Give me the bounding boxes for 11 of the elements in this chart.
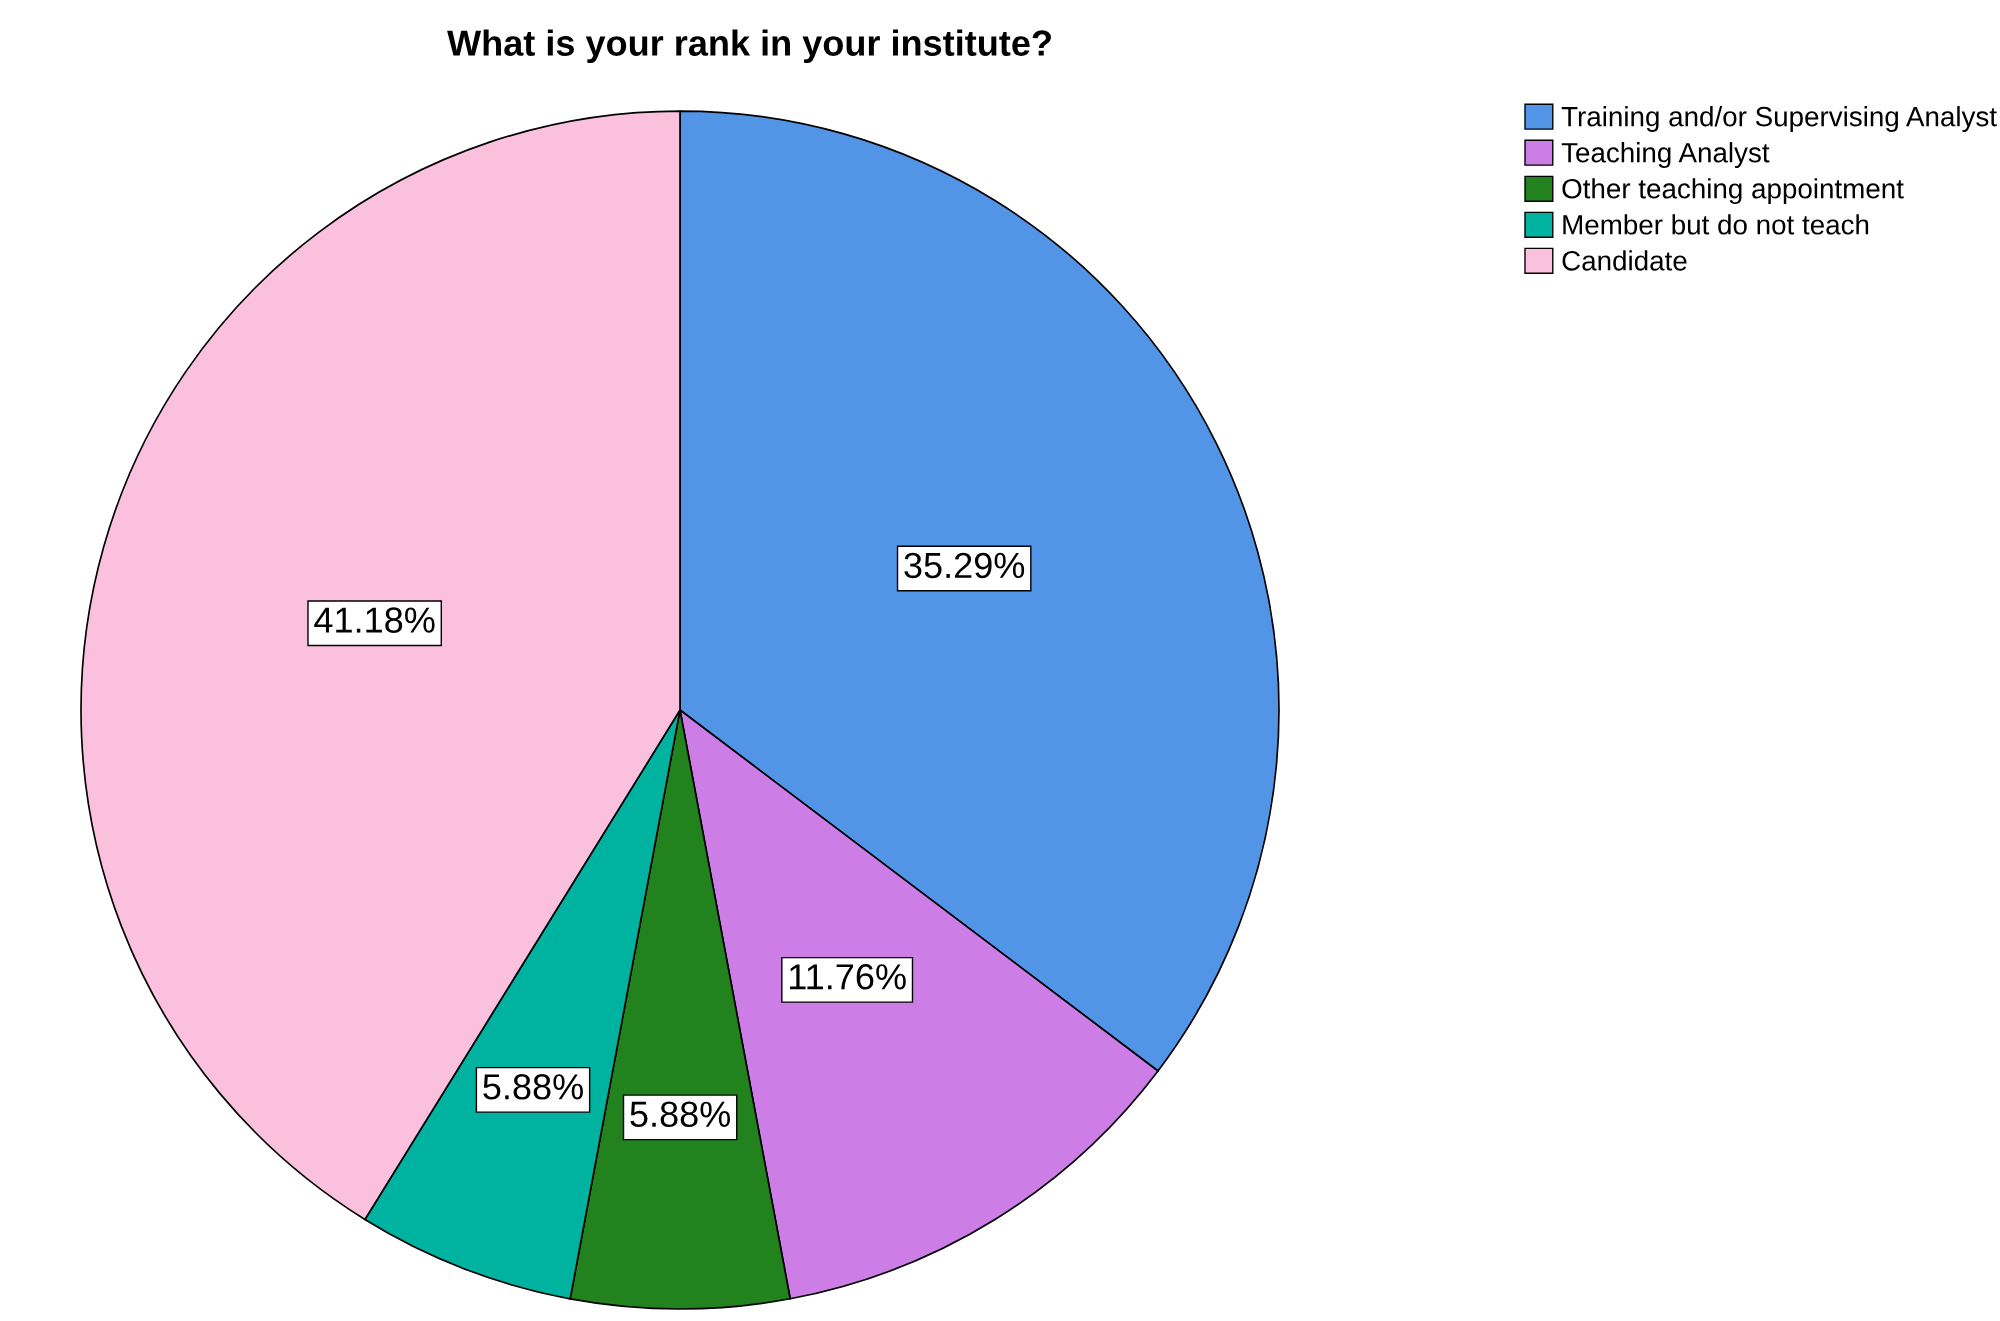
chart-title: What is your rank in your institute? — [447, 29, 1051, 64]
data-label: 41.18% — [314, 607, 435, 633]
legend-label: Training and/or Supervising Analyst — [1561, 106, 1997, 132]
legend-label: Teaching Analyst — [1561, 142, 1770, 169]
legend-label: Other teaching appointment — [1562, 178, 1904, 205]
data-label: 35.29% — [904, 552, 1025, 579]
data-label: 5.88% — [483, 1074, 583, 1100]
legend-label: Member but do not teach — [1563, 214, 1869, 235]
data-label: 11.76% — [790, 964, 906, 990]
data-label: 5.88% — [630, 1101, 731, 1128]
legend-label: Candidate — [1562, 250, 1687, 271]
